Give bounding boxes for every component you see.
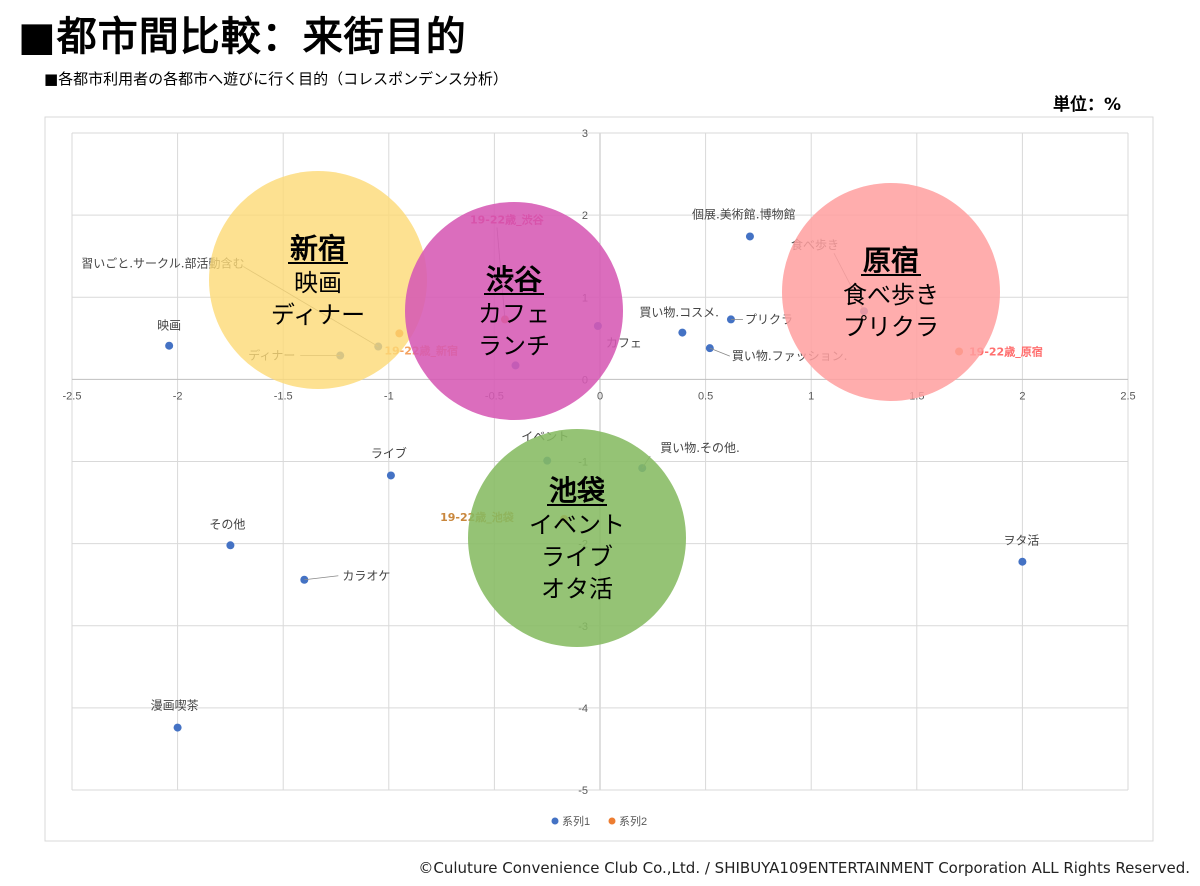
y-tick-label: -5 xyxy=(578,785,588,797)
point-label: 習いごと.サークル.部活動含む xyxy=(81,256,244,271)
series1-point xyxy=(226,541,235,550)
point-label: ヲタ活 xyxy=(1003,534,1039,548)
copyright: ©Culuture Convenience Club Co.,Ltd. / SH… xyxy=(418,859,1190,877)
x-tick-label: -2.5 xyxy=(63,390,82,402)
legend-marker-series1 xyxy=(551,817,559,825)
cluster-item: カフェ xyxy=(478,300,550,328)
series1-point xyxy=(1018,557,1027,566)
point-label: カラオケ xyxy=(342,569,390,583)
point-label: 漫画喫茶 xyxy=(151,698,199,713)
x-tick-label: 2.5 xyxy=(1120,390,1135,402)
point-label: プリクラ xyxy=(745,312,793,326)
series1-point xyxy=(678,328,687,337)
point-label: 個展.美術館.博物館 xyxy=(692,206,796,221)
leader-line xyxy=(709,347,730,357)
series1-point xyxy=(745,232,754,241)
point-label: ライブ xyxy=(371,445,407,460)
point-label: 買い物.その他. xyxy=(660,441,740,455)
cluster-title: 原宿 xyxy=(863,244,919,277)
legend-label-series2: 系列2 xyxy=(619,814,647,828)
x-tick-label: -1.5 xyxy=(274,390,293,402)
x-tick-label: 0 xyxy=(597,390,603,402)
cluster-item: 食べ歩き xyxy=(843,281,939,309)
point-label: その他 xyxy=(209,517,245,531)
y-tick-label: -4 xyxy=(578,703,588,715)
x-tick-label: -2 xyxy=(173,390,183,402)
cluster-item: オタ活 xyxy=(541,575,613,603)
legend-label-series1: 系列1 xyxy=(562,814,590,828)
series1-point xyxy=(173,723,182,732)
cluster-item: 映画 xyxy=(294,269,342,297)
page-title: ■都市間比較：来街目的 xyxy=(18,14,467,60)
point-label: 映画 xyxy=(157,319,181,333)
y-tick-label: 2 xyxy=(582,210,588,222)
point-label: 買い物.コスメ. xyxy=(639,306,719,320)
cluster-circle-2 xyxy=(782,183,1000,401)
series1-point xyxy=(165,341,174,350)
cluster-item: ディナー xyxy=(271,301,365,329)
series2-label: 19-22歳_原宿 xyxy=(969,344,1043,358)
chart-subtitle: ■各都市利用者の各都市へ遊びに行く目的（コレスポンデンス分析） xyxy=(44,70,508,88)
series1-point xyxy=(386,471,395,480)
cluster-item: イベント xyxy=(529,511,625,539)
x-tick-label: 0.5 xyxy=(698,390,713,402)
cluster-title: 新宿 xyxy=(290,232,346,265)
cluster-item: ライブ xyxy=(541,543,613,571)
cluster-circle-0 xyxy=(209,171,427,389)
cluster-title: 池袋 xyxy=(549,474,606,507)
x-tick-label: 2 xyxy=(1019,390,1025,402)
legend-marker-series2 xyxy=(608,817,616,825)
cluster-item: ランチ xyxy=(478,332,550,360)
cluster-title: 渋谷 xyxy=(486,263,543,296)
x-tick-label: -1 xyxy=(384,390,394,402)
y-tick-label: 3 xyxy=(582,128,588,140)
leader-line xyxy=(304,575,339,581)
unit-label: 単位：% xyxy=(1053,95,1122,115)
x-tick-label: 1 xyxy=(808,390,814,402)
cluster-circle-3 xyxy=(468,429,686,647)
cluster-circle-1 xyxy=(405,202,623,420)
cluster-item: プリクラ xyxy=(843,313,939,341)
